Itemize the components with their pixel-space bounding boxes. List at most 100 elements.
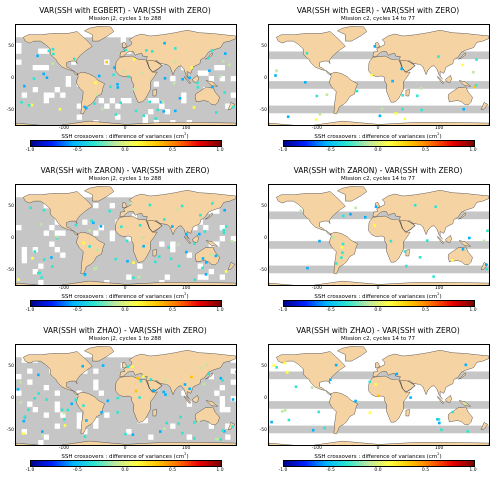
ocean-cell	[49, 252, 55, 258]
ocean-cell	[27, 64, 33, 71]
ocean-cell	[65, 401, 72, 407]
ocean-cell	[32, 379, 39, 385]
ocean-cell	[93, 64, 99, 71]
ocean-cell	[208, 368, 215, 374]
crossover-mark	[101, 364, 105, 367]
crossover-mark	[73, 57, 76, 61]
panel-title: VAR(SSH with ZARON) - VAR(SSH with ZERO)	[40, 166, 210, 175]
colorbar-label-close: )	[439, 133, 442, 140]
ocean-cell	[104, 208, 110, 214]
ocean-cell	[32, 439, 39, 445]
ocean-cell	[109, 42, 116, 49]
ocean-cell	[203, 108, 209, 115]
ocean-cell	[115, 252, 121, 258]
crossover-mark	[162, 110, 165, 113]
ocean-cell	[65, 279, 72, 285]
ocean-cell	[98, 412, 105, 418]
ocean-cell	[93, 59, 99, 65]
ocean-cell	[60, 384, 66, 391]
ocean-cell	[186, 97, 193, 104]
ocean-cell	[104, 417, 110, 424]
crossover-mark	[389, 239, 393, 243]
ocean-cell	[120, 246, 127, 253]
crossover-mark	[114, 257, 117, 261]
ocean-cell	[60, 423, 66, 429]
ocean-cell	[93, 97, 99, 104]
crossover-mark	[45, 398, 48, 401]
ocean-cell	[126, 86, 132, 93]
ocean-cell	[109, 428, 116, 435]
ocean-cell	[219, 213, 226, 220]
ocean-cell	[181, 235, 187, 242]
ocean-cell	[153, 274, 160, 280]
ocean-cell	[186, 423, 193, 429]
ocean-cell	[148, 246, 154, 253]
ocean-cell	[219, 108, 226, 115]
crossover-mark	[355, 89, 359, 93]
ocean-cell	[65, 412, 72, 418]
ocean-cell	[16, 97, 22, 104]
ocean-cell	[49, 384, 55, 391]
ocean-cell	[192, 412, 198, 418]
ocean-cell	[87, 274, 94, 280]
crossover-mark	[116, 396, 120, 400]
ocean-cell	[65, 423, 72, 429]
ocean-cell	[109, 224, 116, 231]
ocean-cell	[208, 53, 215, 60]
ocean-cell	[109, 263, 116, 269]
crossover-mark	[177, 422, 180, 425]
ocean-cell	[43, 252, 50, 258]
ocean-cell	[82, 274, 88, 280]
ocean-cell	[65, 390, 72, 396]
crossover-mark	[177, 243, 180, 246]
ocean-cell	[104, 230, 110, 236]
ocean-cell	[214, 401, 220, 407]
colorbar-tick-label: -1.0	[278, 148, 288, 153]
ocean-cell	[43, 406, 50, 413]
ocean-cell	[104, 119, 110, 125]
ocean-cell	[214, 230, 220, 236]
ocean-cell	[192, 108, 198, 115]
crossover-mark	[162, 390, 166, 394]
ocean-cell	[230, 42, 236, 49]
ocean-cell	[65, 428, 72, 435]
ocean-cell	[219, 417, 226, 424]
ocean-cell	[71, 274, 77, 280]
crossover-mark	[164, 393, 167, 396]
crossover-mark	[218, 75, 222, 78]
ocean-cell	[49, 97, 55, 104]
ocean-cell	[27, 428, 33, 435]
ocean-cell	[65, 92, 72, 98]
ocean-cell	[175, 92, 182, 98]
ocean-cell	[208, 219, 215, 225]
crossover-mark	[74, 223, 78, 227]
ocean-cell	[159, 434, 165, 440]
ocean-cell	[219, 103, 226, 109]
ocean-cell	[21, 406, 28, 413]
ocean-cell	[54, 257, 61, 264]
ocean-cell	[49, 257, 55, 264]
ocean-cell	[104, 384, 110, 391]
crossover-mark	[81, 364, 84, 368]
ocean-cell	[148, 92, 154, 98]
ocean-cell	[115, 86, 121, 93]
ocean-cell	[225, 412, 231, 418]
ocean-cell	[49, 417, 55, 424]
ocean-cell	[87, 53, 94, 60]
crossover-mark	[148, 100, 151, 104]
ocean-cell	[60, 395, 66, 402]
ocean-cell	[87, 37, 94, 43]
ocean-cell	[104, 53, 110, 60]
ocean-cell	[197, 114, 204, 120]
ocean-cell	[16, 279, 22, 285]
map-svg	[269, 186, 489, 285]
ocean-cell	[87, 224, 94, 231]
ocean-cell	[109, 70, 116, 76]
ocean-cell	[60, 439, 66, 445]
ocean-cell	[137, 279, 143, 285]
ocean-cell	[71, 279, 77, 285]
lat-tick-label: -50	[259, 428, 267, 434]
crossover-mark	[184, 232, 188, 236]
ocean-cell	[71, 108, 77, 115]
crossover-mark	[55, 235, 59, 239]
